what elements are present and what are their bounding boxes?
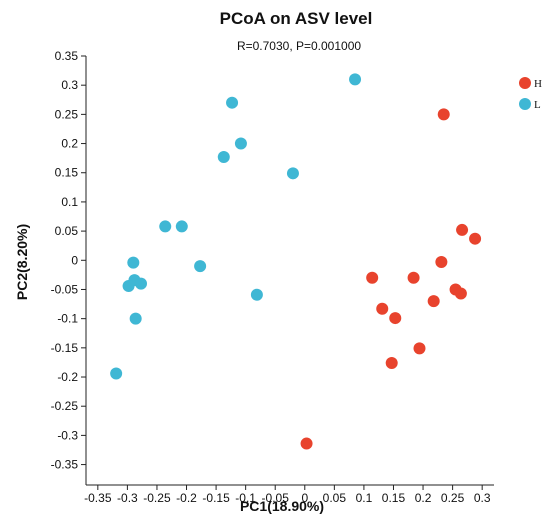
legend-label-h: H bbox=[534, 78, 542, 90]
data-point-l bbox=[175, 220, 188, 233]
data-point-l bbox=[286, 167, 299, 180]
y-axis-label: PC2(8.20%) bbox=[14, 224, 30, 300]
y-tick-label: 0.25 bbox=[55, 107, 79, 121]
data-point-h bbox=[407, 271, 420, 284]
y-tick-label: 0.1 bbox=[61, 195, 78, 209]
x-tick-label: 0.3 bbox=[474, 491, 491, 505]
data-point-h bbox=[427, 295, 440, 308]
x-tick-label: -0.2 bbox=[176, 491, 197, 505]
x-tick-label: -0.35 bbox=[84, 491, 112, 505]
legend-marker-h bbox=[519, 77, 531, 89]
chart-subtitle: R=0.7030, P=0.001000 bbox=[237, 39, 361, 53]
data-point-l bbox=[349, 73, 362, 86]
x-tick-label: -0.25 bbox=[143, 491, 171, 505]
y-tick-label: 0.35 bbox=[55, 49, 79, 63]
y-tick-label: 0 bbox=[71, 253, 78, 267]
chart-title: PCoA on ASV level bbox=[220, 9, 373, 28]
legend-label-l: L bbox=[534, 99, 541, 111]
y-tick-label: -0.2 bbox=[57, 370, 78, 384]
data-point-h bbox=[366, 271, 379, 284]
x-tick-label: 0.1 bbox=[356, 491, 373, 505]
x-tick-label: -0.1 bbox=[235, 491, 256, 505]
data-point-h bbox=[413, 342, 426, 355]
x-tick-label: 0 bbox=[301, 491, 308, 505]
y-tick-label: 0.15 bbox=[55, 166, 79, 180]
x-axis-label: PC1(18.90%) bbox=[240, 498, 324, 514]
y-tick-label: -0.1 bbox=[57, 312, 78, 326]
x-tick-label: 0.2 bbox=[415, 491, 432, 505]
y-tick-label: 0.2 bbox=[61, 137, 78, 151]
legend: HL bbox=[519, 77, 542, 111]
data-point-h bbox=[376, 302, 389, 315]
data-point-l bbox=[122, 279, 135, 292]
x-tick-label: 0.15 bbox=[382, 491, 406, 505]
data-point-l bbox=[250, 288, 263, 301]
data-point-l bbox=[159, 220, 172, 233]
data-point-h bbox=[385, 357, 398, 370]
data-point-l bbox=[194, 260, 207, 273]
data-point-h bbox=[437, 108, 450, 121]
data-point-l bbox=[226, 96, 239, 109]
data-point-l bbox=[127, 256, 140, 269]
data-point-l bbox=[134, 277, 147, 290]
y-tick-label: -0.3 bbox=[57, 428, 78, 442]
y-tick-label: -0.25 bbox=[51, 399, 79, 413]
y-tick-label: -0.05 bbox=[51, 282, 79, 296]
x-tick-label: -0.05 bbox=[262, 491, 290, 505]
data-points bbox=[110, 73, 482, 450]
axes: -0.35 -0.3 -0.25 -0.2 -0.15 -0.1 -0.05 0 0.05 0.1… bbox=[51, 49, 494, 505]
data-point-h bbox=[300, 437, 313, 450]
data-point-l bbox=[234, 137, 247, 150]
data-point-h bbox=[454, 287, 467, 300]
x-tick-label: 0.25 bbox=[441, 491, 465, 505]
data-point-h bbox=[456, 223, 469, 236]
x-tick-label: -0.3 bbox=[117, 491, 138, 505]
data-point-h bbox=[435, 256, 448, 269]
x-tick-label: 0.05 bbox=[323, 491, 347, 505]
data-point-l bbox=[129, 312, 142, 325]
data-point-l bbox=[217, 150, 230, 163]
y-tick-label: 0.3 bbox=[61, 78, 78, 92]
data-point-h bbox=[389, 312, 402, 325]
y-tick-label: -0.35 bbox=[51, 458, 79, 472]
data-point-h bbox=[469, 232, 482, 245]
data-point-l bbox=[110, 367, 123, 380]
x-tick-label: -0.15 bbox=[202, 491, 230, 505]
y-tick-label: 0.05 bbox=[55, 224, 79, 238]
legend-marker-l bbox=[519, 98, 531, 110]
y-tick-label: -0.15 bbox=[51, 341, 79, 355]
